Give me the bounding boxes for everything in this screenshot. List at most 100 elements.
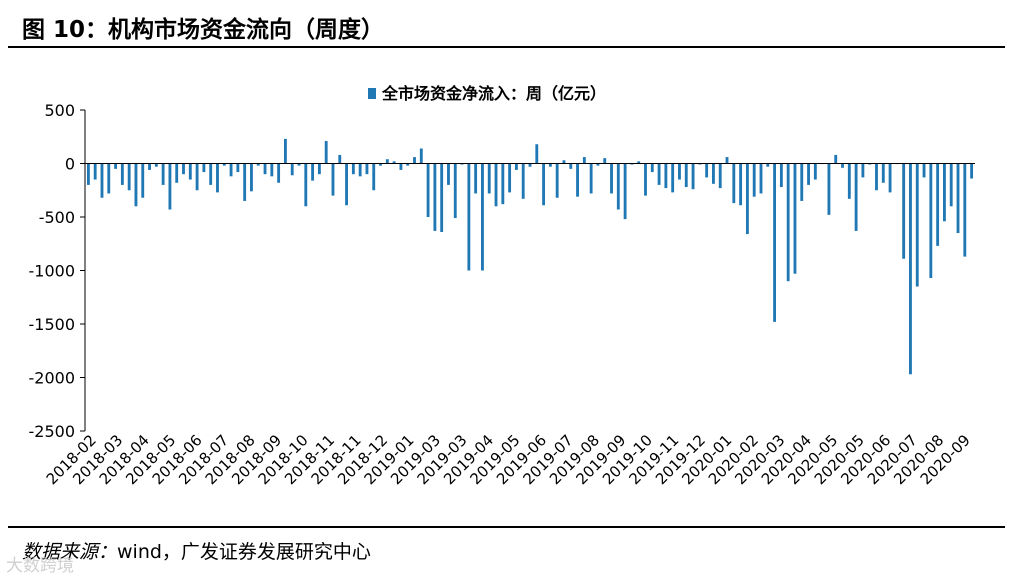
bar bbox=[698, 163, 702, 165]
bar bbox=[365, 163, 369, 175]
bar bbox=[847, 163, 851, 199]
bar bbox=[86, 163, 90, 185]
watermark: 大数跨境 bbox=[6, 556, 74, 576]
bar bbox=[909, 163, 912, 375]
bar bbox=[902, 163, 906, 259]
bar bbox=[453, 163, 457, 219]
bar bbox=[426, 163, 430, 217]
bar bbox=[413, 157, 416, 164]
bar bbox=[841, 163, 844, 168]
bar bbox=[202, 163, 206, 173]
bar bbox=[555, 163, 559, 198]
bar bbox=[277, 163, 281, 183]
y-tick-label: -2000 bbox=[29, 369, 76, 388]
bar bbox=[834, 154, 838, 164]
bar bbox=[345, 163, 348, 206]
source-text: wind，广发证券发展研究中心 bbox=[117, 541, 371, 563]
bar bbox=[134, 163, 138, 207]
bar bbox=[929, 163, 933, 278]
bar bbox=[270, 163, 274, 177]
bar bbox=[915, 163, 919, 287]
bar bbox=[644, 163, 647, 196]
y-tick-label: 0 bbox=[65, 155, 75, 174]
fund-flow-chart: 全市场资金净流入：周（亿元） 500 0 -500 -1000 -1500 -2000 -2… bbox=[29, 84, 975, 488]
bar bbox=[779, 163, 783, 188]
bar bbox=[678, 163, 681, 180]
bar bbox=[508, 163, 512, 193]
bar bbox=[936, 163, 940, 246]
bar bbox=[93, 163, 97, 180]
x-axis: 2018-022018-032018-042018-052018-062018-… bbox=[43, 163, 975, 488]
y-axis: 500 0 -500 -1000 -1500 -2000 -2500 bbox=[29, 101, 86, 441]
bar bbox=[548, 163, 552, 167]
bar bbox=[773, 163, 776, 322]
bar bbox=[379, 163, 382, 166]
bar bbox=[732, 163, 736, 204]
bar bbox=[589, 163, 593, 194]
bar bbox=[447, 163, 450, 185]
bar bbox=[970, 163, 974, 179]
bar bbox=[786, 163, 790, 282]
bar bbox=[752, 163, 756, 197]
bar bbox=[861, 163, 865, 178]
bar bbox=[766, 163, 770, 167]
bar bbox=[868, 163, 872, 165]
bar bbox=[188, 163, 192, 180]
bar bbox=[963, 163, 967, 257]
bottom-rule bbox=[8, 526, 1005, 528]
legend-label: 全市场资金净流入：周（亿元） bbox=[381, 84, 606, 103]
y-tick-label: -2500 bbox=[29, 422, 76, 441]
y-tick-label: 500 bbox=[44, 101, 75, 120]
bar bbox=[236, 163, 240, 173]
bar bbox=[195, 163, 199, 191]
bar bbox=[623, 163, 627, 220]
bar bbox=[440, 163, 444, 232]
bar bbox=[664, 163, 668, 189]
bar bbox=[127, 163, 131, 191]
top-rule bbox=[8, 46, 1005, 48]
bar bbox=[372, 163, 376, 191]
bar bbox=[419, 148, 423, 164]
bar bbox=[243, 163, 247, 201]
bar bbox=[569, 163, 573, 169]
bar bbox=[813, 163, 817, 180]
bar bbox=[521, 163, 525, 199]
bar bbox=[406, 163, 410, 166]
y-tick-label: -1000 bbox=[29, 262, 76, 281]
bar bbox=[256, 163, 260, 166]
chart-area: 全市场资金净流入：周（亿元） 500 0 -500 -1000 -1500 -2000 -2… bbox=[0, 48, 1021, 526]
bar bbox=[943, 163, 946, 222]
bar bbox=[392, 161, 396, 164]
bar bbox=[385, 159, 389, 164]
bar bbox=[949, 163, 953, 207]
bar bbox=[494, 163, 498, 207]
bar bbox=[175, 163, 179, 183]
bar bbox=[358, 163, 362, 177]
bar bbox=[433, 163, 437, 231]
bar bbox=[297, 163, 301, 166]
bar bbox=[501, 163, 505, 205]
bar bbox=[800, 163, 804, 201]
bar bbox=[338, 154, 342, 164]
bar bbox=[311, 163, 315, 181]
bar bbox=[351, 163, 355, 175]
bar bbox=[161, 163, 165, 185]
bar bbox=[745, 163, 749, 235]
bar bbox=[956, 163, 960, 234]
bar bbox=[263, 163, 267, 175]
bar bbox=[576, 163, 579, 197]
bar bbox=[888, 163, 892, 193]
bar bbox=[399, 163, 403, 170]
bar bbox=[875, 163, 878, 191]
bar bbox=[712, 163, 715, 184]
bar bbox=[854, 163, 858, 231]
y-tick-label: -1500 bbox=[29, 315, 76, 334]
bar bbox=[603, 158, 607, 164]
bar bbox=[331, 163, 335, 196]
bar bbox=[467, 163, 471, 271]
bar bbox=[650, 163, 654, 173]
bar-series bbox=[86, 138, 974, 375]
bar bbox=[535, 144, 539, 164]
bar bbox=[807, 163, 810, 185]
bar bbox=[739, 163, 743, 206]
